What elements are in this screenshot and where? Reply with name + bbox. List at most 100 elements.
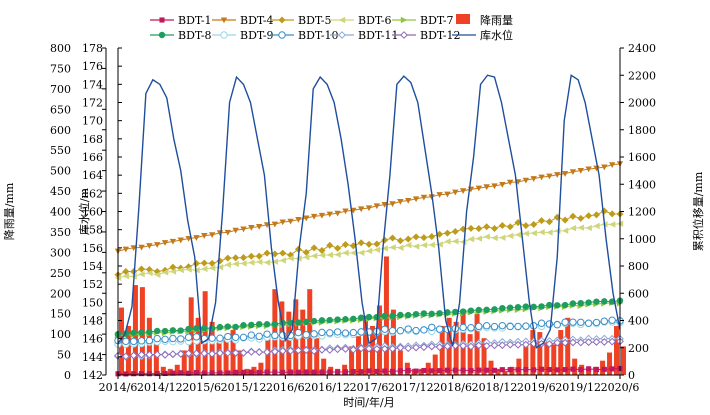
rainfall-bars: [118, 256, 626, 375]
legend-label: BDT-5: [298, 14, 332, 27]
legend-label: BDT-1: [178, 14, 212, 27]
series-marker: [138, 271, 145, 278]
rain-tick-label: 650: [50, 103, 71, 116]
series-marker: [123, 371, 129, 377]
series-marker: [280, 369, 286, 375]
series-marker: [499, 367, 505, 373]
series-marker: [483, 306, 490, 313]
series-marker: [444, 367, 450, 373]
rainfall-bar: [202, 291, 208, 375]
series-marker: [428, 323, 436, 331]
series-bdt-4: [114, 161, 624, 255]
x-tick-label: 2017/6: [350, 381, 389, 394]
series-marker: [382, 368, 388, 374]
rain-tick-label: 50: [57, 349, 71, 362]
series-marker: [169, 263, 177, 271]
legend-item: BDT-4: [212, 14, 274, 27]
series-marker: [467, 224, 475, 232]
series-marker: [553, 321, 561, 329]
series-marker: [310, 317, 318, 325]
rainfall-bar: [614, 325, 620, 375]
series-marker: [428, 232, 436, 241]
series-marker: [467, 342, 475, 351]
series-marker: [295, 217, 302, 223]
series-marker: [239, 348, 248, 357]
x-tick-label: 2015/12: [221, 381, 267, 394]
series-marker: [278, 347, 287, 355]
water-tick-label: 160: [82, 206, 103, 219]
series-marker: [577, 224, 584, 231]
series-marker: [507, 367, 513, 373]
series-marker: [608, 221, 616, 228]
series-marker: [216, 323, 224, 331]
series-marker: [428, 310, 435, 318]
series-marker: [365, 247, 373, 255]
series-marker: [381, 202, 388, 208]
series-marker: [608, 210, 616, 218]
series-marker: [349, 328, 358, 337]
series-marker: [608, 316, 616, 324]
rain-tick-label: 400: [50, 206, 71, 219]
series-marker: [327, 369, 333, 375]
x-tick-label: 2018/6: [433, 381, 472, 394]
rainfall-bar: [195, 317, 201, 375]
series-marker: [138, 244, 145, 251]
series-marker: [169, 334, 177, 343]
series-marker: [467, 307, 475, 314]
series-marker: [255, 258, 263, 266]
water-tick-label: 166: [82, 151, 103, 164]
series-marker: [498, 222, 506, 230]
rainfall-bar: [146, 317, 152, 375]
water-tick-label: 152: [82, 278, 103, 291]
series-marker: [295, 319, 302, 326]
series-marker: [310, 330, 318, 338]
series-marker: [600, 207, 608, 215]
series-marker: [554, 172, 561, 178]
series-marker: [578, 367, 584, 373]
series-marker: [255, 332, 263, 341]
water-tick-label: 164: [82, 169, 103, 182]
series-marker: [240, 322, 247, 329]
legend-item: BDT-8: [150, 29, 212, 42]
series-marker: [357, 206, 365, 213]
series-marker: [421, 367, 427, 374]
series-marker: [208, 349, 217, 358]
series-marker: [225, 370, 231, 376]
water-level-line: [117, 74, 621, 349]
series-marker: [201, 233, 208, 239]
series-marker: [224, 261, 232, 268]
series-marker: [168, 350, 177, 359]
series-marker: [255, 252, 263, 260]
water-tick-label: 150: [82, 296, 103, 309]
series-marker: [490, 224, 499, 233]
series-marker: [287, 218, 294, 225]
rainfall-bar: [153, 344, 159, 375]
rain-tick-label: 300: [50, 246, 71, 259]
series-marker: [192, 333, 201, 341]
series-marker: [303, 254, 310, 261]
series-marker: [286, 346, 295, 355]
disp-tick-label: 200: [628, 342, 649, 355]
legend-marker: [338, 31, 346, 39]
series-marker: [129, 351, 138, 360]
series-marker: [178, 370, 184, 376]
legend-label: BDT-9: [240, 29, 274, 42]
disp-tick-label: 2000: [628, 97, 656, 110]
series-marker: [506, 340, 515, 349]
series-marker: [490, 322, 499, 331]
legend-item: 降雨量: [456, 13, 513, 27]
series-marker: [161, 335, 169, 344]
series-marker: [193, 370, 199, 376]
rainfall-bar: [397, 350, 403, 375]
series-marker: [514, 322, 522, 331]
series-marker: [388, 326, 397, 335]
series-marker: [263, 249, 271, 257]
series-marker: [530, 220, 538, 228]
series-marker: [405, 197, 412, 204]
series-marker: [404, 325, 412, 333]
series-marker: [538, 229, 545, 236]
series-marker: [459, 341, 468, 350]
series-marker: [514, 340, 522, 349]
series-marker: [302, 346, 311, 355]
series-marker: [491, 367, 498, 373]
